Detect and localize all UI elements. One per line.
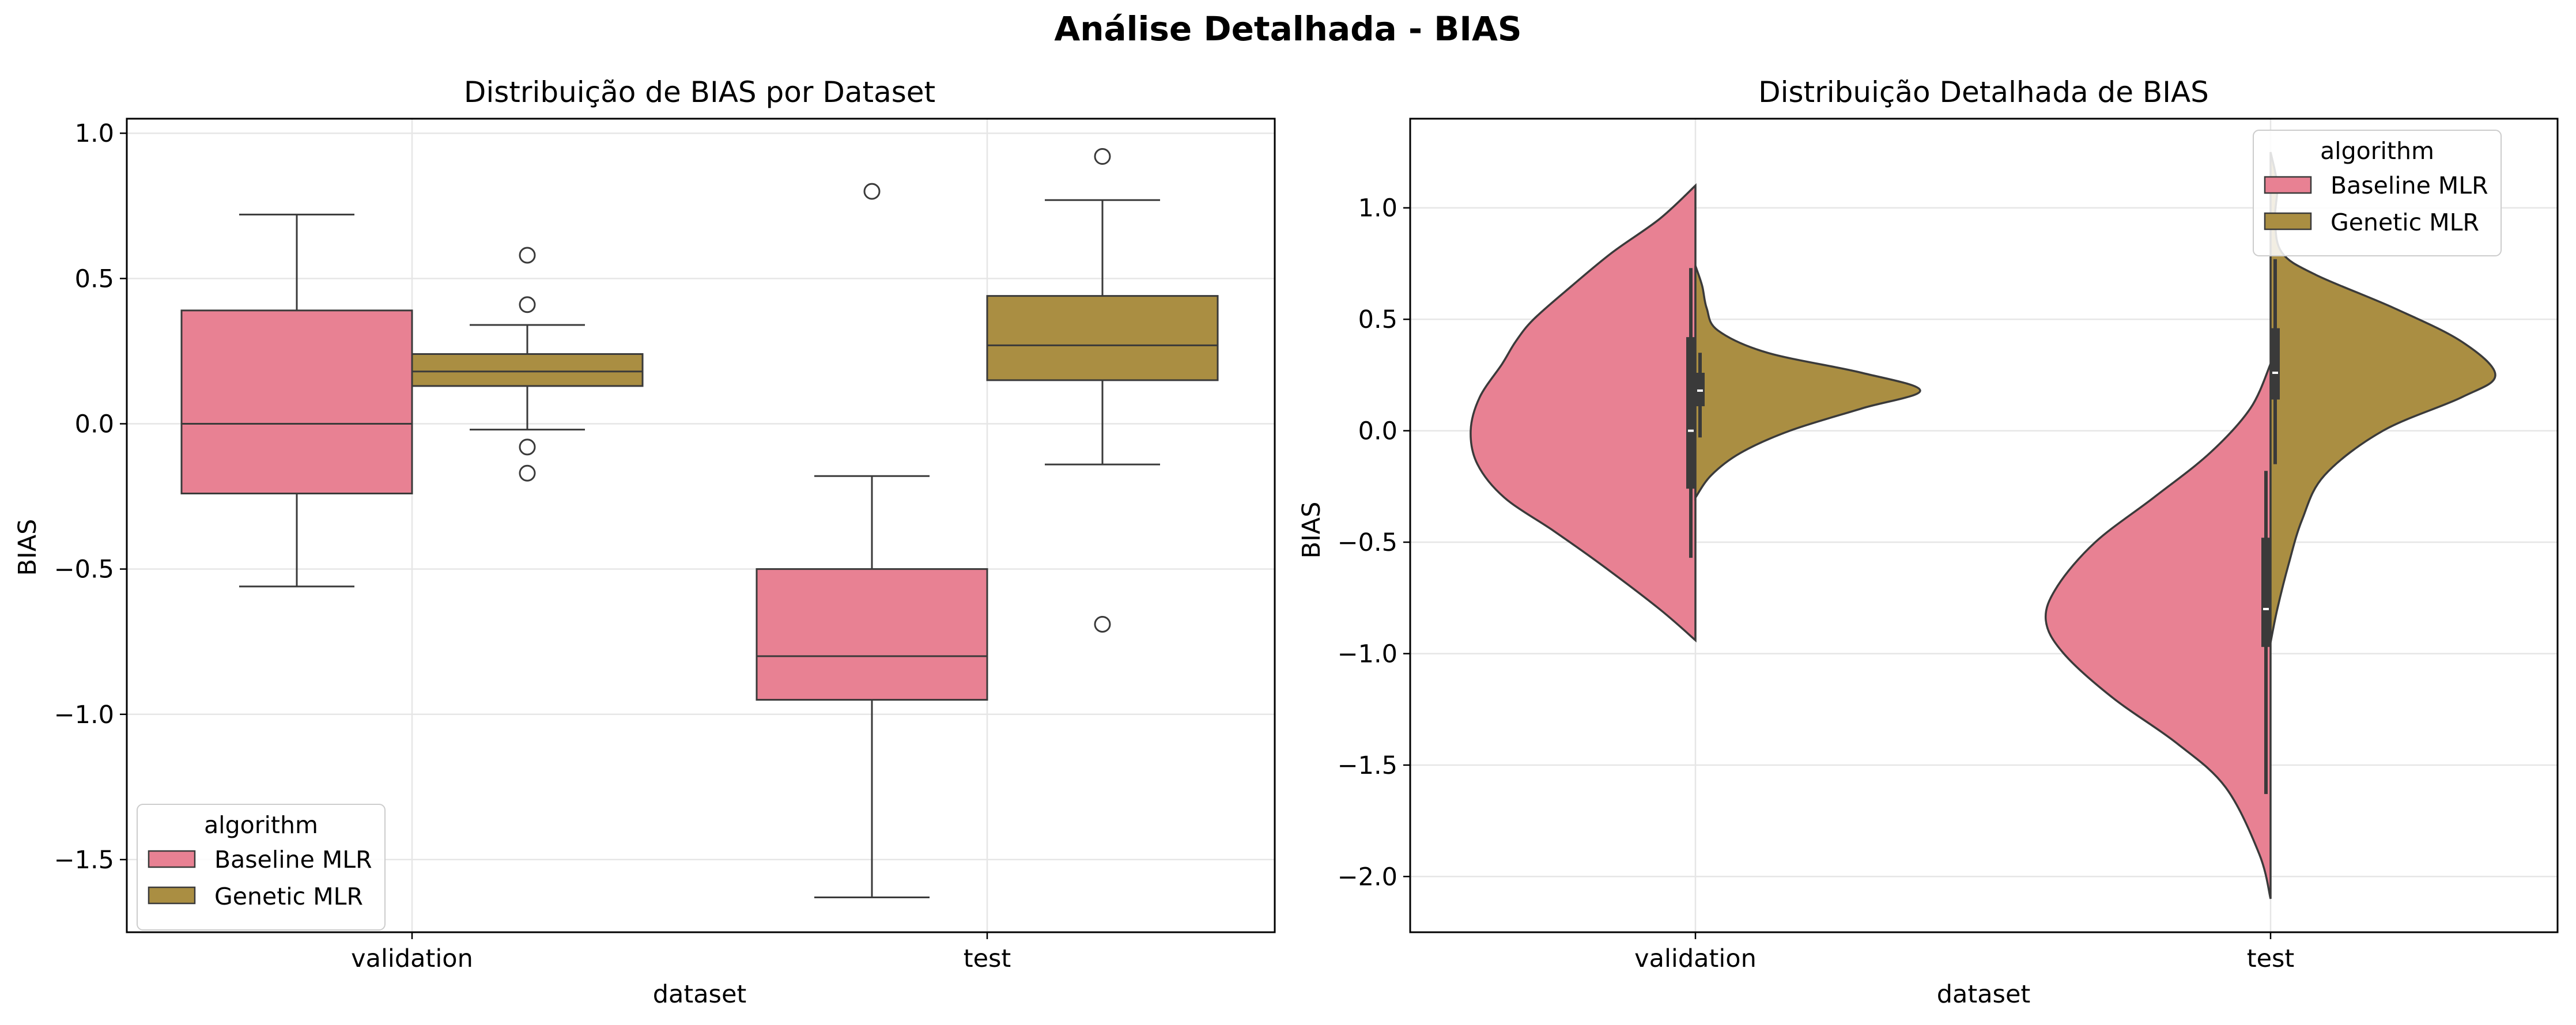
violin-marks [1470,152,2496,899]
boxplot-panel: Distribuição de BIAS por Dataset 1.0 0.5 0… [13,75,1276,1009]
violin-ylabel: BIAS [1297,502,1326,559]
y-tick-label: −0.5 [54,555,114,584]
legend-label-baseline: Baseline MLR [2331,172,2488,199]
legend-swatch-baseline [2264,176,2312,194]
figure-suptitle: Análise Detalhada - BIAS [1054,9,1521,48]
legend-title: algorithm [204,811,318,839]
iqr-box [986,295,1219,381]
violin-half-body [2044,363,2272,899]
legend-label-genetic: Genetic MLR [214,883,363,910]
boxplot-title: Distribuição de BIAS por Dataset [464,75,935,109]
violin-genetic-mlr-validation [1694,265,1921,501]
x-tick-label: test [2247,944,2295,973]
violin-panel: Distribuição Detalhada de BIAS 1.0 0.5 0.0… [1297,75,2559,1009]
violin-baseline-mlr-test [2044,363,2272,899]
outlier-point [1094,615,1111,633]
outlier-point [519,438,536,456]
legend-box [2253,130,2502,256]
x-tick-label: validation [1634,944,1757,973]
violin-xlabel: dataset [1937,980,2031,1009]
box-baseline-mlr-test [756,183,988,898]
legend-box [137,804,386,931]
y-tick-label: 0.5 [75,264,114,293]
y-tick-label: −2.0 [1338,863,1397,891]
boxplot-ticks: 1.0 0.5 0.0 −0.5 −1.0 −1.5 validation test [54,119,1011,973]
legend-label-genetic: Genetic MLR [2331,209,2479,236]
legend-title: algorithm [2320,137,2434,165]
y-tick-label: 0.5 [1358,305,1397,334]
iqr-box [756,568,988,701]
y-tick-label: −0.5 [1338,528,1397,557]
inner-box [2261,538,2271,647]
outlier-point [519,247,536,264]
violin-title: Distribuição Detalhada de BIAS [1758,75,2209,109]
legend-label-baseline: Baseline MLR [214,846,372,873]
x-tick-label: validation [351,944,473,973]
outlier-point [519,464,536,482]
outlier-point [519,296,536,313]
violin-half-body [1470,183,1697,643]
iqr-box [411,353,644,387]
legend-swatch-genetic [148,886,196,905]
y-tick-label: −1.0 [1338,640,1397,668]
boxplot-ylabel: BIAS [13,519,42,576]
box-genetic-mlr-validation [411,247,644,482]
legend-swatch-baseline [148,850,196,868]
violin-ticks: 1.0 0.5 0.0 −0.5 −1.0 −1.5 −2.0 validation test [1338,194,2295,973]
y-tick-label: 0.0 [1358,417,1397,446]
violin-legend: algorithm Baseline MLR Genetic MLR [2253,130,2502,256]
boxplot-xlabel: dataset [653,980,747,1009]
legend-swatch-genetic [2264,212,2312,230]
violin-half-body [1694,265,1921,501]
box-genetic-mlr-test [986,148,1219,633]
boxplot-marks [180,148,1219,898]
inner-box [1686,337,1695,489]
inner-box [2271,328,2280,400]
y-tick-label: −1.5 [1338,751,1397,780]
iqr-box [180,309,413,495]
y-tick-label: −1.0 [54,701,114,729]
box-baseline-mlr-validation [180,213,413,588]
y-tick-label: 1.0 [75,119,114,148]
x-tick-label: test [964,944,1011,973]
violin-axes-frame [1409,118,2559,933]
y-tick-label: −1.5 [54,846,114,875]
y-tick-label: 0.0 [75,410,114,439]
boxplot-legend: algorithm Baseline MLR Genetic MLR [137,804,386,931]
outlier-point [1094,148,1111,165]
boxplot-axes-frame [126,118,1276,933]
violin-baseline-mlr-validation [1470,183,1697,643]
y-tick-label: 1.0 [1358,194,1397,223]
outlier-point [863,183,881,200]
